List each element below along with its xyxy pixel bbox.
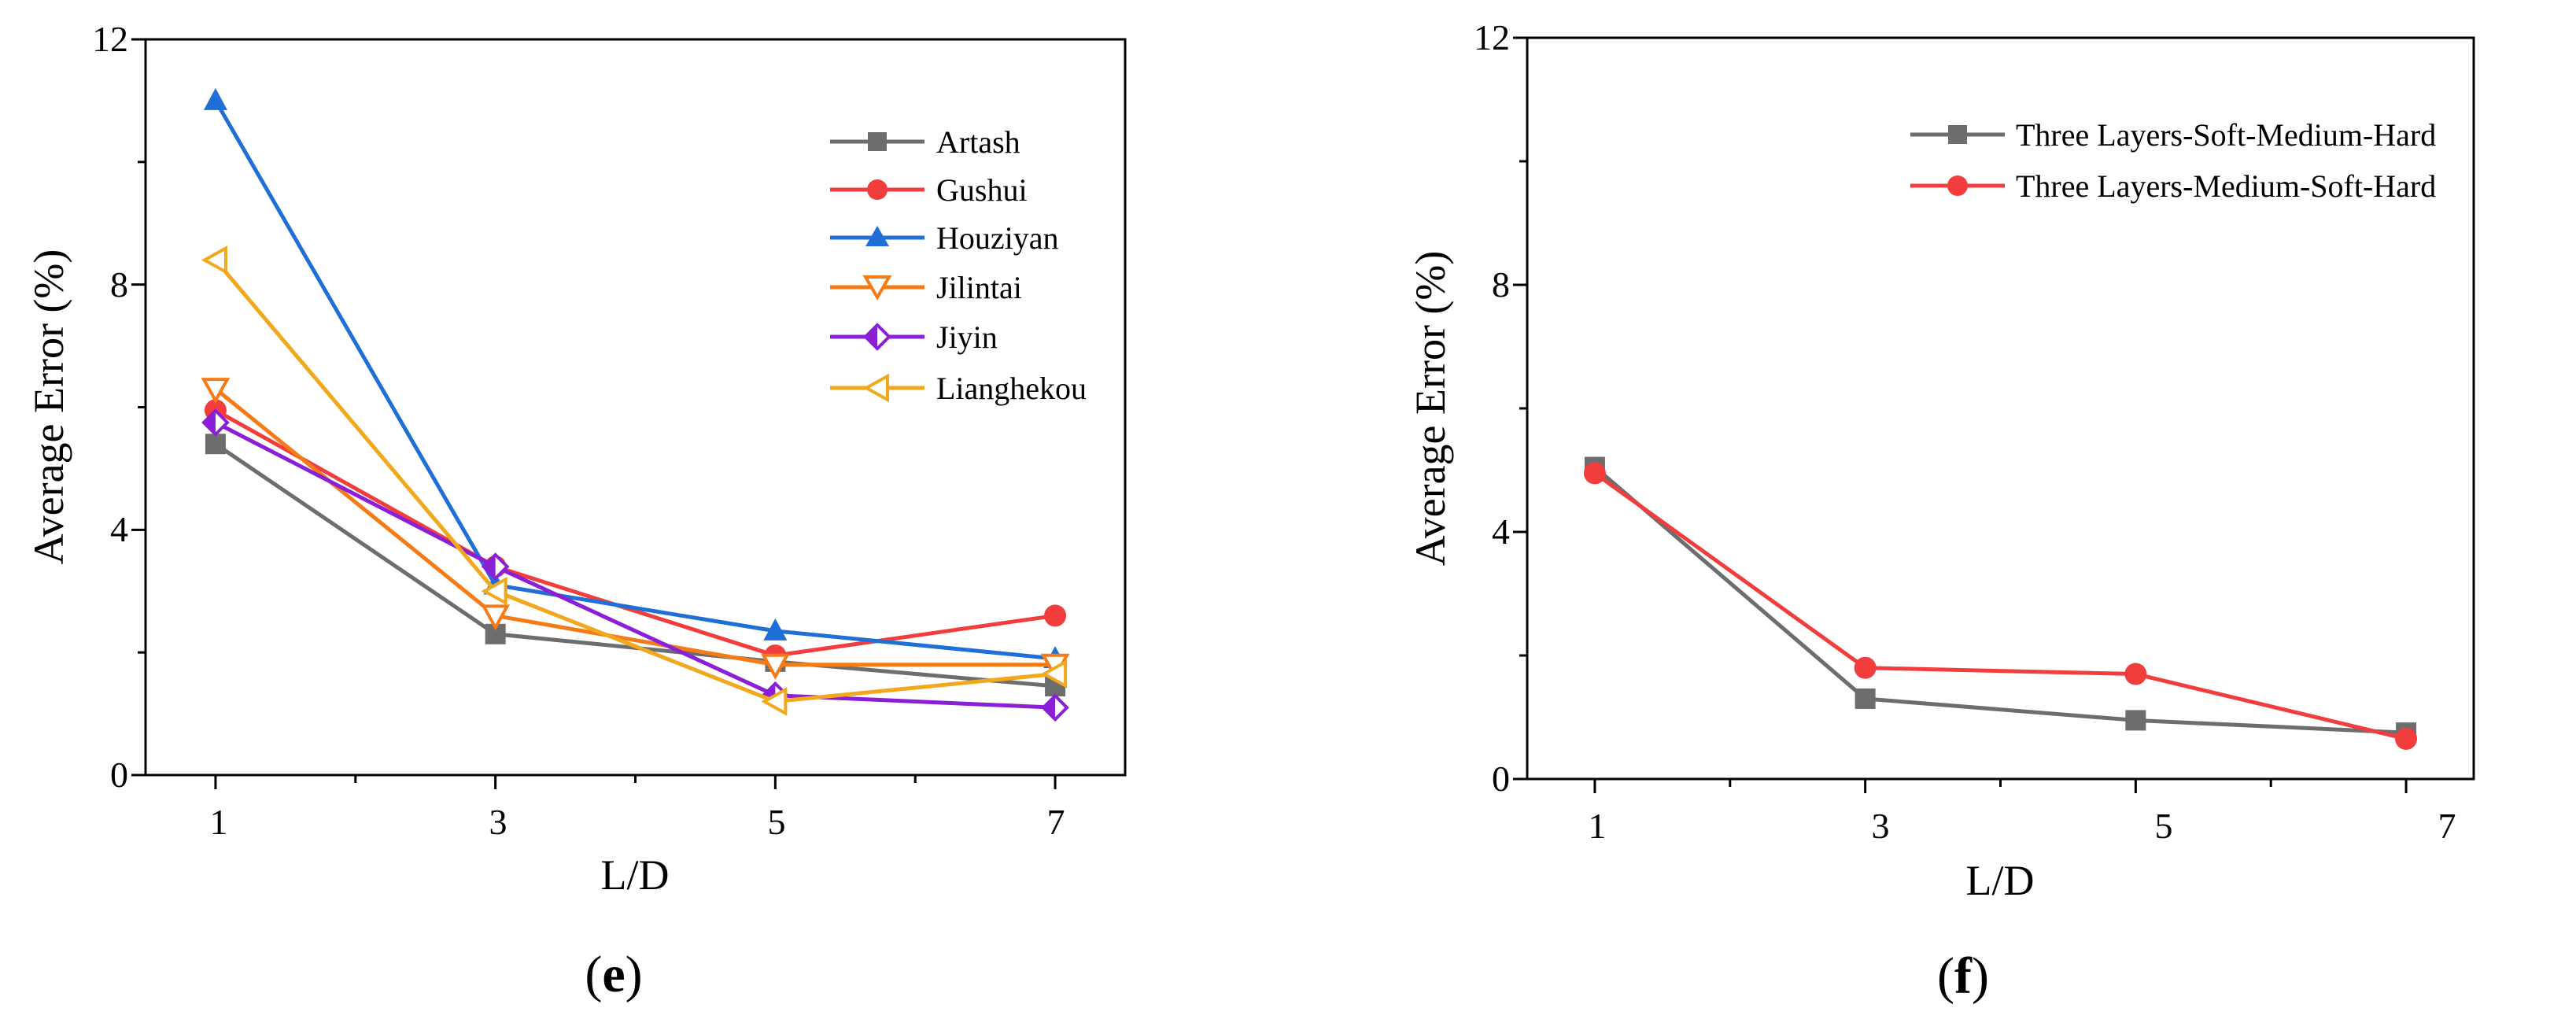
legend-marker-triangle-left-icon [862,373,889,403]
panel-f-series [1583,456,2418,750]
panel-f-ytick-label: 12 [1474,17,1510,57]
panel-f-xtick-label: 7 [2438,806,2456,846]
diamond-marker-fill-icon [1043,696,1056,720]
legend-label: Three Layers-Soft-Medium-Hard [2016,117,2436,153]
triangle-down-marker-icon [481,604,511,631]
panel-e-x-axis-label: L/D [601,851,670,899]
triangle-down-marker-icon [760,653,790,680]
panel-f-ytick-label: 4 [1492,511,1510,552]
panel-f-xtick-label: 3 [1872,806,1890,846]
series-line [214,258,1056,703]
legend-item-medium-soft-hard: Three Layers-Medium-Soft-Hard [1910,168,2436,204]
legend-item-soft-medium-hard: Three Layers-Soft-Medium-Hard [1910,117,2436,153]
legend-label: Houziyan [936,220,1059,256]
series-line [214,387,1056,667]
legend-item-jilintai: Jilintai [830,270,1022,305]
panel-e-xtick-label: 1 [210,802,228,842]
panel-f-xtick-label: 1 [1589,806,1607,846]
panel-e-label: (e) [585,946,642,1003]
series-jilintai [201,378,1070,680]
triangle-left-marker-icon [761,687,788,716]
panel-e-ytick-label: 8 [110,264,128,305]
square-marker-icon [205,434,226,455]
panel-f-legend: Three Layers-Soft-Medium-Hard Three Laye… [1910,117,2436,204]
legend-label: Jiyin [936,319,998,355]
series-gushui [204,399,1067,667]
series-line [214,408,1056,658]
legend-item-houziyan: Houziyan [830,220,1059,256]
legend-marker-triangle-down-icon [862,275,892,301]
series-lianghekou [201,246,1068,716]
circle-marker-icon [1044,604,1067,627]
panel-e-ytick-label: 12 [92,19,128,59]
chart-panel-e: 1 3 5 7 0 4 8 12 L/D Average Error (%) (… [25,19,1127,1003]
panel-e-xtick-label: 7 [1047,802,1065,842]
legend-label: Three Layers-Medium-Soft-Hard [2016,168,2436,204]
legend-marker-diamond-fill-icon [865,325,877,349]
diamond-marker-fill-icon [203,410,216,434]
series-line [213,99,1056,661]
triangle-up-marker-icon [763,618,788,641]
circle-marker-icon [2124,663,2147,685]
legend-item-jiyin: Jiyin [830,319,998,355]
series-line [1593,465,2407,735]
panel-e-ytick-label: 0 [110,755,128,795]
series-jiyin [201,408,1069,722]
panel-e-y-axis-label: Average Error (%) [25,249,72,565]
diamond-marker-fill-icon [483,555,496,579]
series-three-layers-soft-medium-hard [1584,456,2417,744]
panel-f-ytick-label: 8 [1492,264,1510,305]
legend-marker-square-icon [868,132,887,151]
chart-panel-f: 1 3 5 7 0 4 8 12 L/D Average Error (%) (… [1407,17,2475,1005]
panel-f-label: (f) [1937,947,1989,1005]
legend-marker-triangle-up-icon [865,226,889,246]
triangle-left-marker-icon [1040,659,1068,689]
panel-f-y-axis-label: Average Error (%) [1407,251,1454,567]
panel-f-x-axis-label: L/D [1966,857,2035,904]
legend-label: Gushui [936,172,1028,208]
legend-item-artash: Artash [830,124,1020,160]
triangle-left-marker-icon [201,246,227,275]
panel-f-ticks [1513,36,2408,793]
triangle-left-marker-icon [481,576,507,606]
legend-label: Lianghekou [936,371,1087,406]
panel-e-xtick-label: 5 [768,802,786,842]
panel-e-xtick-label: 3 [489,802,507,842]
triangle-up-marker-icon [203,87,227,110]
square-marker-icon [1854,688,1876,709]
legend-item-gushui: Gushui [830,172,1028,208]
series-line [1593,471,2407,741]
circle-marker-icon [1583,462,1606,485]
panel-f-xtick-label: 5 [2155,806,2173,846]
panel-f-ytick-label: 0 [1492,759,1510,799]
panel-e-ticks [131,38,1057,789]
circle-marker-icon [1854,656,1877,679]
legend-marker-circle-icon [1947,175,1968,196]
legend-marker-circle-icon [867,179,888,200]
panel-e-legend: Artash Gushui Houziyan Jilintai [830,124,1087,406]
circle-marker-icon [2395,727,2418,750]
legend-label: Artash [936,124,1020,160]
square-marker-icon [2125,710,2146,731]
panel-e-series [201,87,1070,722]
triangle-down-marker-icon [201,378,231,404]
series-three-layers-medium-soft-hard [1583,462,2418,750]
legend-item-lianghekou: Lianghekou [830,371,1087,406]
legend-marker-square-icon [1948,125,1967,144]
panel-e-ytick-label: 4 [110,509,128,549]
series-line [214,420,1056,710]
legend-label: Jilintai [936,270,1022,305]
series-artash [205,434,1066,697]
